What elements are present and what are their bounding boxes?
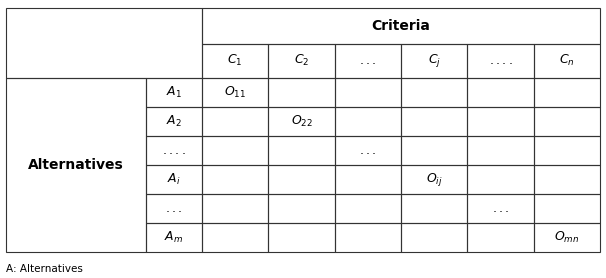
Text: $...$: $...$ [359,54,376,67]
Bar [534,78,600,107]
Bar [401,78,467,107]
Bar [335,165,401,193]
Bar [202,165,268,193]
Bar [145,136,202,165]
Bar [467,223,534,252]
Bar [467,107,534,136]
Text: Alternatives: Alternatives [28,158,124,172]
Bar [467,193,534,223]
Bar [401,165,467,193]
Text: $\mathit{C}_1$: $\mathit{C}_1$ [227,53,243,68]
Bar [401,44,467,78]
Bar [6,78,145,252]
Bar [467,165,534,193]
Bar [6,8,202,78]
Bar [401,193,467,223]
Text: $\mathit{C}_2$: $\mathit{C}_2$ [294,53,309,68]
Bar [268,136,335,165]
Bar [202,107,268,136]
Bar [335,78,401,107]
Bar [268,223,335,252]
Text: $\mathit{A}_2$: $\mathit{A}_2$ [166,114,182,129]
Bar [401,223,467,252]
Bar [202,136,268,165]
Bar [467,44,534,78]
Bar [534,107,600,136]
Text: A: Alternatives: A: Alternatives [6,264,83,274]
Bar [202,193,268,223]
Text: Criteria: Criteria [371,19,430,33]
Bar [335,193,401,223]
Bar [145,165,202,193]
Bar [268,44,335,78]
Bar [202,78,268,107]
Bar [534,223,600,252]
Text: $...$: $...$ [491,202,509,215]
Bar [335,136,401,165]
Bar [268,107,335,136]
Text: $\mathit{O}_{11}$: $\mathit{O}_{11}$ [224,85,246,100]
Text: $....$: $....$ [488,54,513,67]
Bar [335,223,401,252]
Bar [145,223,202,252]
Bar [534,44,600,78]
Bar [202,223,268,252]
Bar [145,193,202,223]
Text: $....$: $....$ [162,144,186,157]
Bar [335,107,401,136]
Bar [202,8,600,44]
Text: $\mathit{A}_1$: $\mathit{A}_1$ [166,85,182,100]
Text: $...$: $...$ [165,202,182,215]
Text: $...$: $...$ [359,144,376,157]
Bar [335,44,401,78]
Bar [268,193,335,223]
Bar [467,78,534,107]
Bar [268,78,335,107]
Text: $\mathit{A}_i$: $\mathit{A}_i$ [167,172,181,187]
Text: $\mathit{A}_m$: $\mathit{A}_m$ [164,230,184,245]
Bar [534,193,600,223]
Bar [268,165,335,193]
Bar [145,78,202,107]
Bar [401,136,467,165]
Text: $\mathit{C}_j$: $\mathit{C}_j$ [428,52,441,69]
Bar [202,44,268,78]
Bar [401,107,467,136]
Bar [145,107,202,136]
Text: $\mathit{O}_{22}$: $\mathit{O}_{22}$ [290,114,313,129]
Text: $\mathit{O}_{mn}$: $\mathit{O}_{mn}$ [554,230,579,245]
Bar [534,165,600,193]
Bar [467,136,534,165]
Text: $\mathit{O}_{ij}$: $\mathit{O}_{ij}$ [426,171,442,188]
Bar [534,136,600,165]
Text: $\mathit{C}_n$: $\mathit{C}_n$ [559,53,574,68]
